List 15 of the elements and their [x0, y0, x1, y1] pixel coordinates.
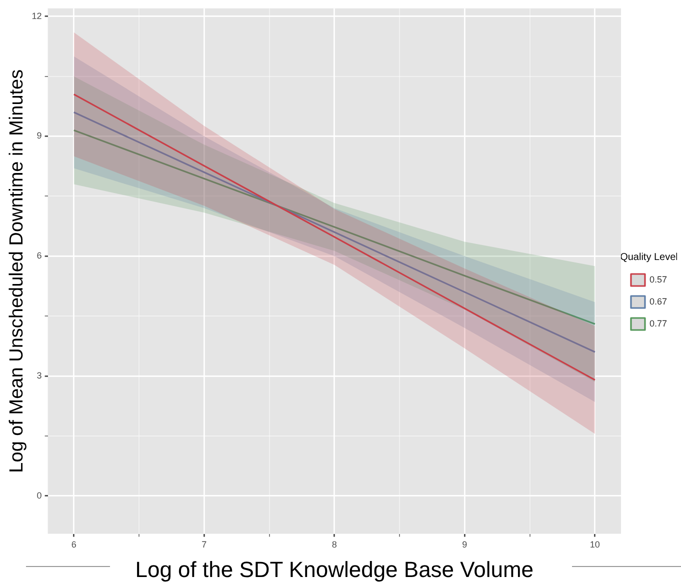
x-tick-label: 7	[202, 540, 207, 550]
y-tick-label: 9	[36, 130, 42, 141]
y-axis-title: Log of Mean Unscheduled Downtime in Minutes	[6, 69, 28, 473]
x-tick-label: 8	[332, 540, 337, 550]
legend-label: 0.67	[649, 296, 668, 306]
x-tick-label: 9	[462, 540, 468, 550]
x-tick-label: 10	[590, 540, 600, 550]
y-tick-label: 0	[36, 490, 42, 500]
legend-label: 0.57	[649, 274, 668, 284]
y-tick-label: 12	[32, 10, 42, 21]
legend-label: 0.77	[649, 318, 668, 328]
y-tick-label: 6	[36, 250, 42, 261]
y-tick-label: 3	[36, 370, 42, 380]
x-axis-title: Log of the SDT Knowledge Base Volume	[135, 556, 534, 582]
x-tick-label: 6	[71, 540, 76, 550]
